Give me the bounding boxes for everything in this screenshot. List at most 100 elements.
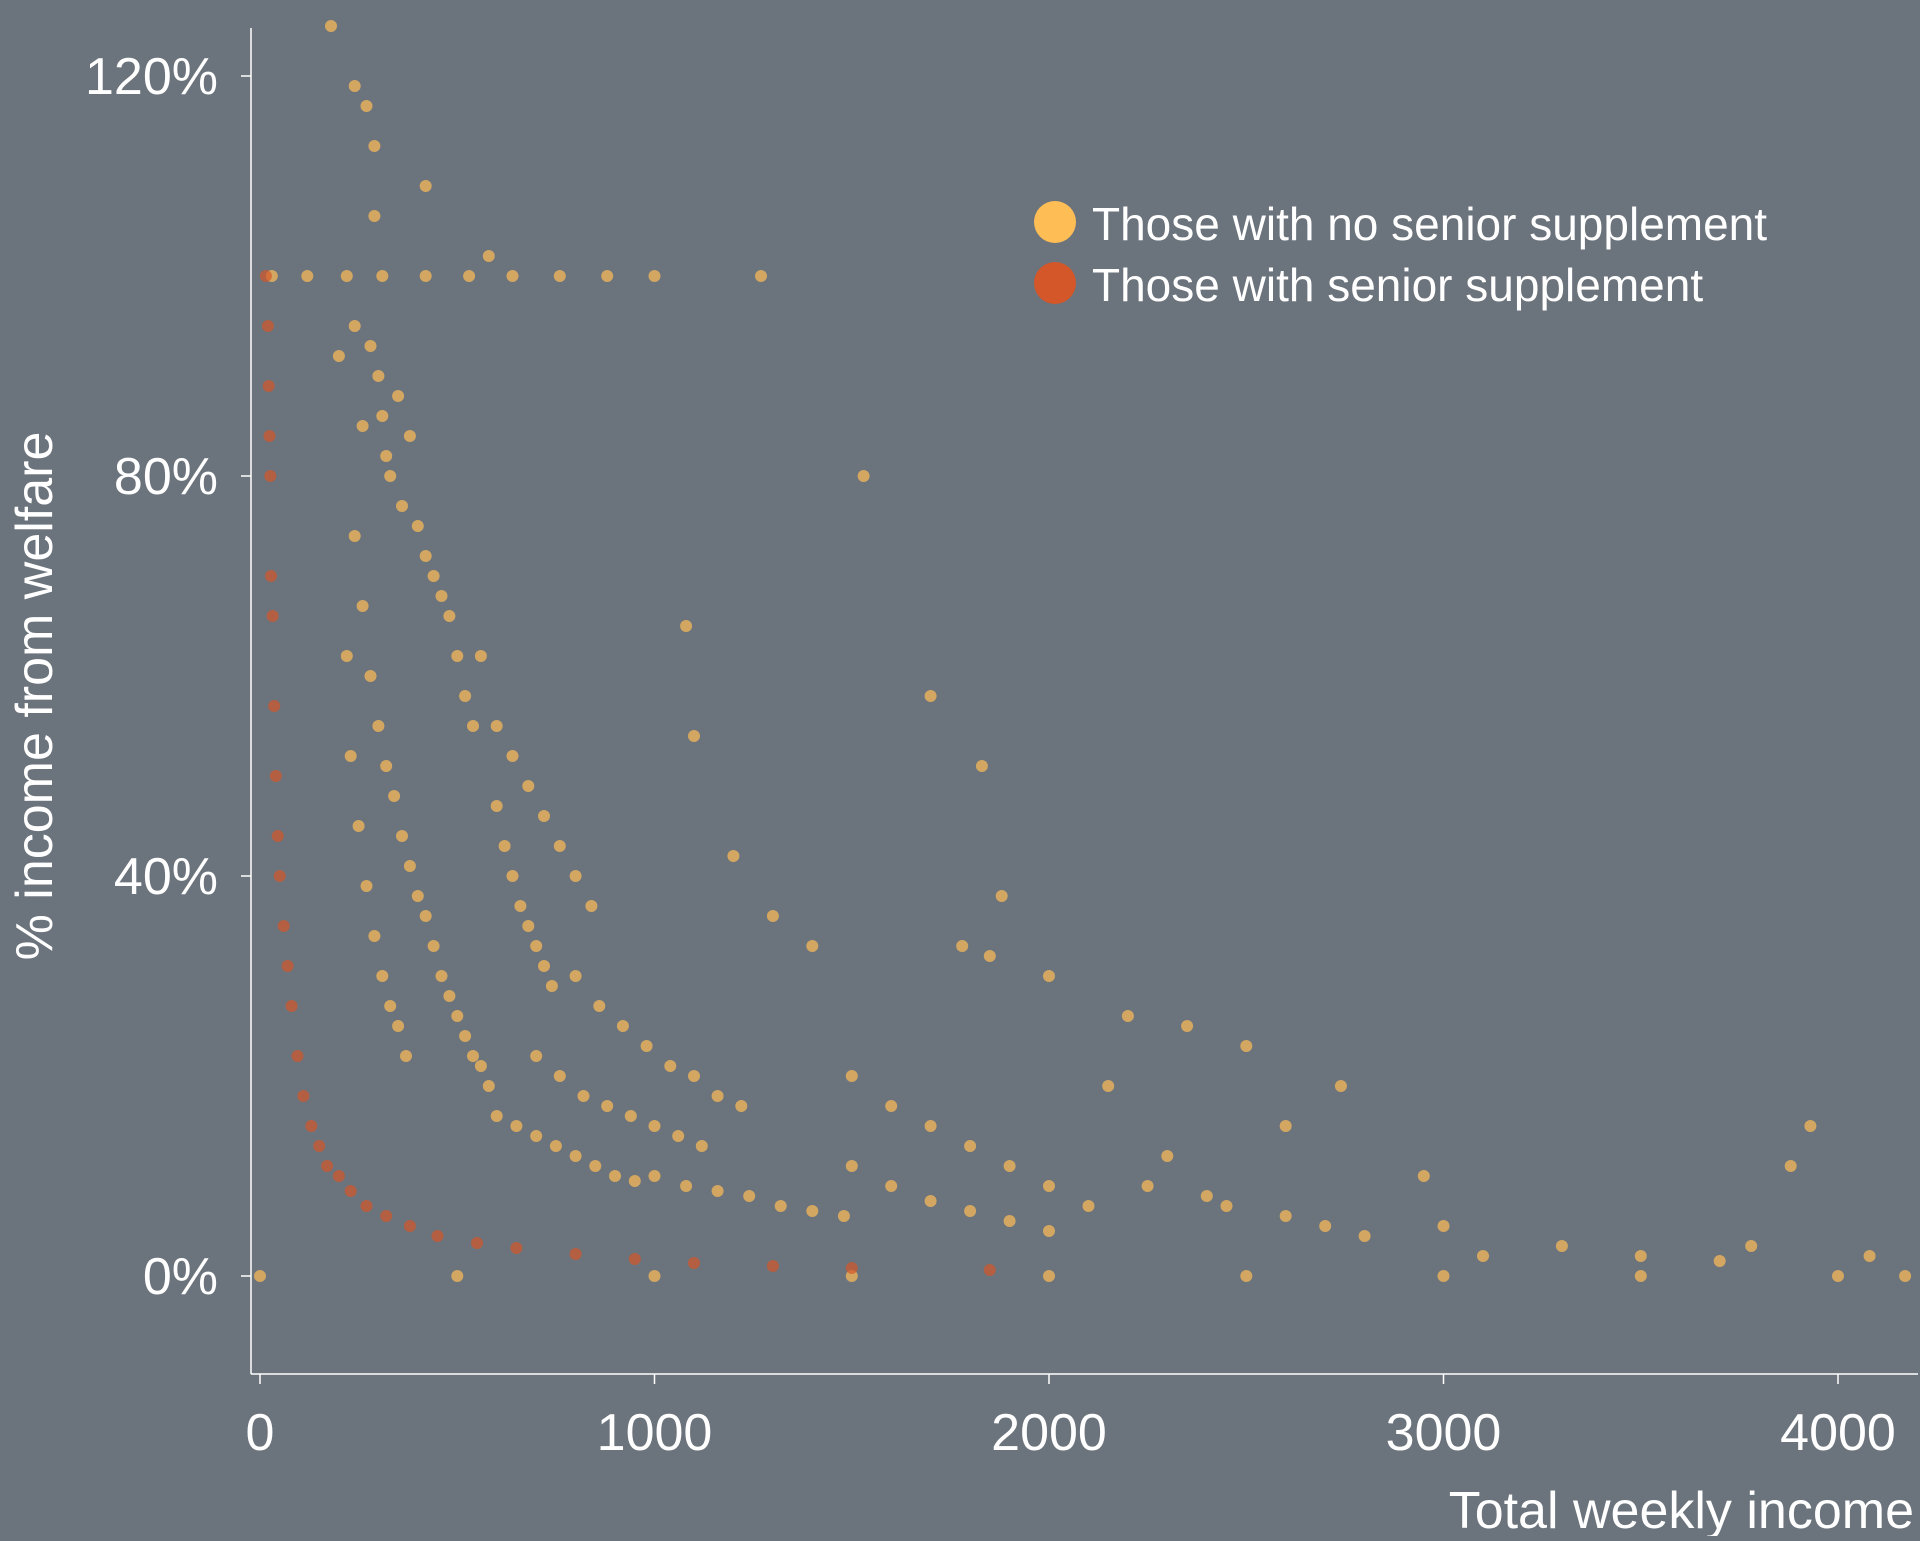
data-point — [268, 700, 281, 712]
data-point — [285, 1000, 298, 1012]
data-point — [364, 340, 377, 352]
data-point — [376, 410, 389, 422]
data-point — [356, 600, 369, 612]
data-point — [569, 1150, 582, 1162]
data-point — [1141, 1180, 1154, 1192]
data-point — [601, 1100, 614, 1112]
data-point — [1437, 1270, 1450, 1282]
data-point — [431, 1230, 444, 1242]
data-point — [459, 690, 472, 702]
data-point — [332, 1170, 345, 1182]
data-point — [1745, 1240, 1758, 1252]
data-point — [419, 180, 432, 192]
data-point — [680, 1180, 693, 1192]
y-ticks-layer: 0% 40% 80% 120% — [85, 48, 251, 1306]
data-point — [259, 270, 272, 282]
x-tick-label: 3000 — [1386, 1404, 1502, 1462]
data-point — [384, 470, 397, 482]
x-ticks-layer: 0 1000 2000 3000 4000 — [246, 1374, 1896, 1462]
data-point — [332, 350, 345, 362]
x-tick-label: 0 — [246, 1404, 275, 1462]
x-tick-label: 4000 — [1780, 1404, 1896, 1462]
data-point — [498, 840, 511, 852]
data-point — [964, 1140, 977, 1152]
data-point — [569, 870, 582, 882]
legend: Those with no senior supplement Those wi… — [1034, 198, 1767, 311]
data-point — [695, 1140, 708, 1152]
y-tick-label: 40% — [114, 848, 218, 906]
data-point — [467, 720, 479, 732]
data-point — [474, 650, 487, 662]
data-point — [601, 270, 614, 282]
data-point — [392, 1020, 405, 1032]
data-point — [506, 750, 519, 762]
data-point — [352, 820, 365, 832]
data-point — [538, 960, 550, 972]
data-point — [885, 1180, 898, 1192]
data-point — [956, 940, 969, 952]
data-point — [553, 840, 566, 852]
data-point — [628, 1253, 641, 1265]
data-point — [755, 270, 767, 282]
data-point — [403, 430, 416, 442]
data-point — [766, 910, 779, 922]
data-point — [688, 730, 700, 742]
data-point — [648, 1170, 661, 1182]
data-point — [262, 380, 275, 392]
data-point — [435, 970, 448, 982]
data-point — [368, 930, 381, 942]
data-point — [1181, 1020, 1194, 1032]
data-point — [616, 1020, 629, 1032]
data-point — [1043, 970, 1055, 982]
data-point — [392, 390, 405, 402]
data-point — [672, 1130, 685, 1142]
data-point — [530, 940, 543, 952]
data-point — [348, 80, 361, 92]
data-point — [609, 1170, 621, 1182]
data-point — [530, 1130, 543, 1142]
data-point — [648, 1270, 661, 1282]
data-point — [845, 1160, 858, 1172]
data-point — [411, 520, 424, 532]
data-point — [545, 980, 558, 992]
data-point — [964, 1205, 977, 1217]
data-point — [806, 1205, 819, 1217]
series-no-senior — [254, 20, 1912, 1282]
data-point — [490, 1110, 503, 1122]
data-point — [1161, 1150, 1174, 1162]
data-point — [1477, 1250, 1489, 1262]
data-point — [845, 1262, 858, 1274]
data-point — [297, 1090, 310, 1102]
data-point — [313, 1140, 326, 1152]
data-point — [774, 1200, 787, 1212]
legend-marker-no-senior — [1034, 201, 1076, 243]
data-point — [1082, 1200, 1095, 1212]
data-point — [806, 940, 819, 952]
data-point — [321, 1160, 334, 1172]
data-point — [271, 830, 284, 842]
data-point — [273, 870, 286, 882]
data-point — [482, 1080, 495, 1092]
data-point — [443, 990, 456, 1002]
data-point — [510, 1242, 523, 1254]
data-point — [577, 1090, 590, 1102]
data-point — [569, 1248, 582, 1260]
data-point — [261, 320, 274, 332]
data-point — [356, 420, 369, 432]
data-point — [459, 1030, 472, 1042]
data-point — [368, 210, 381, 222]
data-point — [301, 270, 314, 282]
data-point — [376, 970, 389, 982]
data-point — [403, 1220, 416, 1232]
data-point — [924, 690, 937, 702]
y-tick-label: 80% — [114, 448, 218, 506]
data-point — [983, 1264, 996, 1276]
data-point — [348, 530, 361, 542]
legend-marker-senior — [1034, 262, 1076, 304]
data-point — [490, 720, 503, 732]
data-point — [1555, 1240, 1568, 1252]
data-point — [1102, 1080, 1115, 1092]
data-point — [837, 1210, 850, 1222]
data-point — [1437, 1220, 1450, 1232]
data-point — [291, 1050, 304, 1062]
